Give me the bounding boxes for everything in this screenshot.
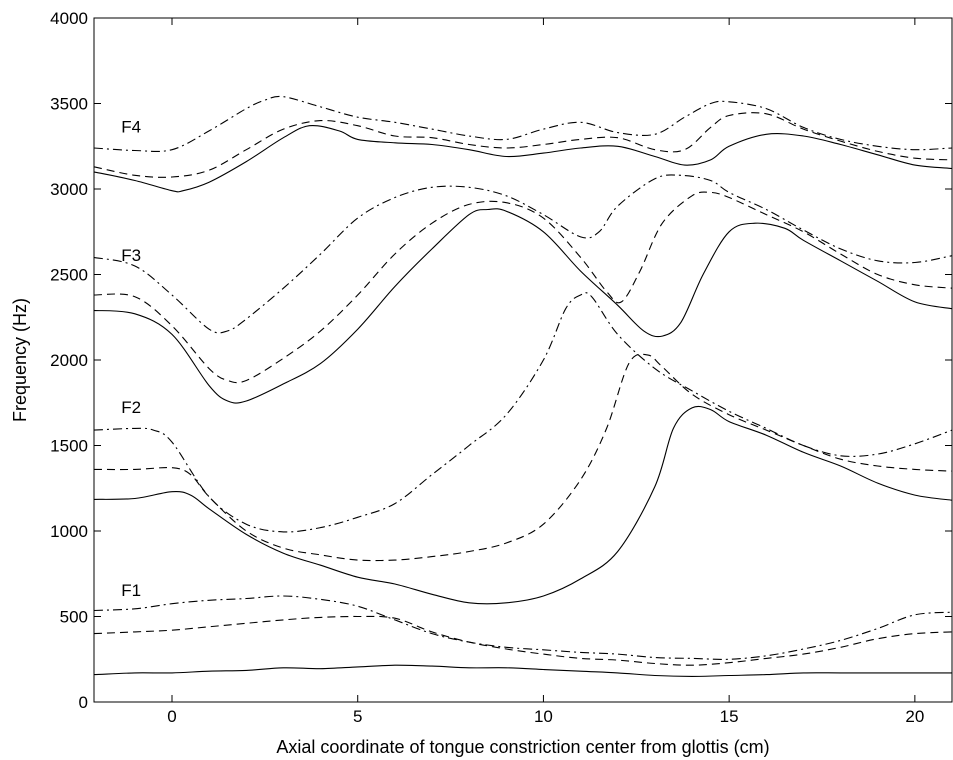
- y-tick-label: 3000: [50, 180, 88, 199]
- formant-label-f2: F2: [121, 398, 141, 417]
- formant-label-f3: F3: [121, 246, 141, 265]
- series-line-f1-dashed: [93, 615, 953, 666]
- y-tick-label: 4000: [50, 9, 88, 28]
- series-line-f4-dashed: [93, 112, 953, 178]
- formant-label-f1: F1: [121, 581, 141, 600]
- y-tick-label: 1500: [50, 437, 88, 456]
- y-tick-label: 500: [60, 608, 88, 627]
- series-line-f3-solid: [93, 208, 953, 404]
- y-axis-title: Frequency (Hz): [10, 298, 30, 422]
- series-line-f4-dashdot: [93, 95, 953, 152]
- y-tick-label: 3500: [50, 95, 88, 114]
- x-tick-label: 15: [720, 707, 739, 726]
- plot-area: [93, 17, 953, 703]
- series-line-f4-solid: [93, 124, 953, 193]
- x-axis-title: Axial coordinate of tongue constriction …: [276, 737, 769, 757]
- x-tick-label: 10: [534, 707, 553, 726]
- x-tick-label: 20: [905, 707, 924, 726]
- axis-ticks: 0 5 10 15 20 0 500 1000 1500 2000 2500 3000 3500 4000: [50, 9, 952, 726]
- y-tick-label: 1000: [50, 522, 88, 541]
- formant-label-f4: F4: [121, 118, 141, 137]
- series-line-f1-dashdot: [93, 595, 953, 660]
- series-line-f1-solid: [93, 664, 952, 677]
- x-tick-label: 0: [167, 707, 176, 726]
- series-line-f2-solid: [93, 405, 953, 605]
- series-line-f3-dashdot: [93, 174, 953, 334]
- y-tick-label: 0: [79, 693, 88, 712]
- series-line-f3-dashed: [93, 191, 953, 384]
- series-line-f2-dashdot: [93, 292, 953, 533]
- y-tick-label: 2500: [50, 266, 88, 285]
- x-tick-label: 5: [353, 707, 362, 726]
- y-tick-label: 2000: [50, 351, 88, 370]
- formant-labels: F1 F2 F3 F4: [121, 118, 141, 600]
- series-lines: [93, 95, 953, 677]
